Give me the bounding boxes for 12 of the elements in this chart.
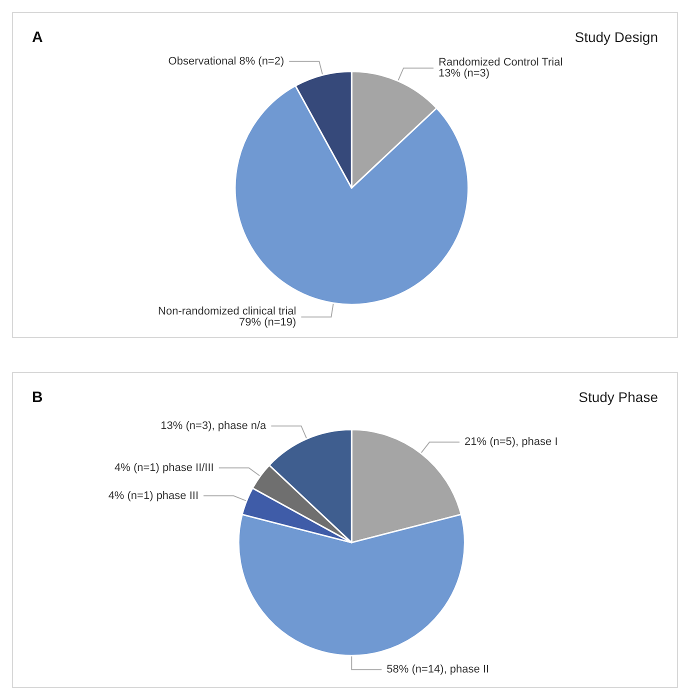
text: B	[32, 389, 43, 406]
slice-label: 4% (n=1) phase II/III	[114, 462, 214, 474]
text: Study Phase	[578, 389, 658, 405]
text: A	[32, 29, 43, 46]
slice-label: Randomized Control Trial 13% (n=3)	[438, 56, 566, 80]
slice-label: 21% (n=5), phase I	[464, 436, 558, 448]
slice-label: 13% (n=3), phase n/a	[160, 420, 268, 432]
slice-label: Observational 8% (n=2)	[168, 55, 284, 68]
text: Study Design	[574, 29, 658, 45]
slice-label: 4% (n=1) phase III	[108, 490, 199, 502]
slice-label: Non-randomized clinical trial 79% (n=19)	[158, 305, 296, 328]
slice-label: 58% (n=14), phase II	[386, 664, 490, 676]
